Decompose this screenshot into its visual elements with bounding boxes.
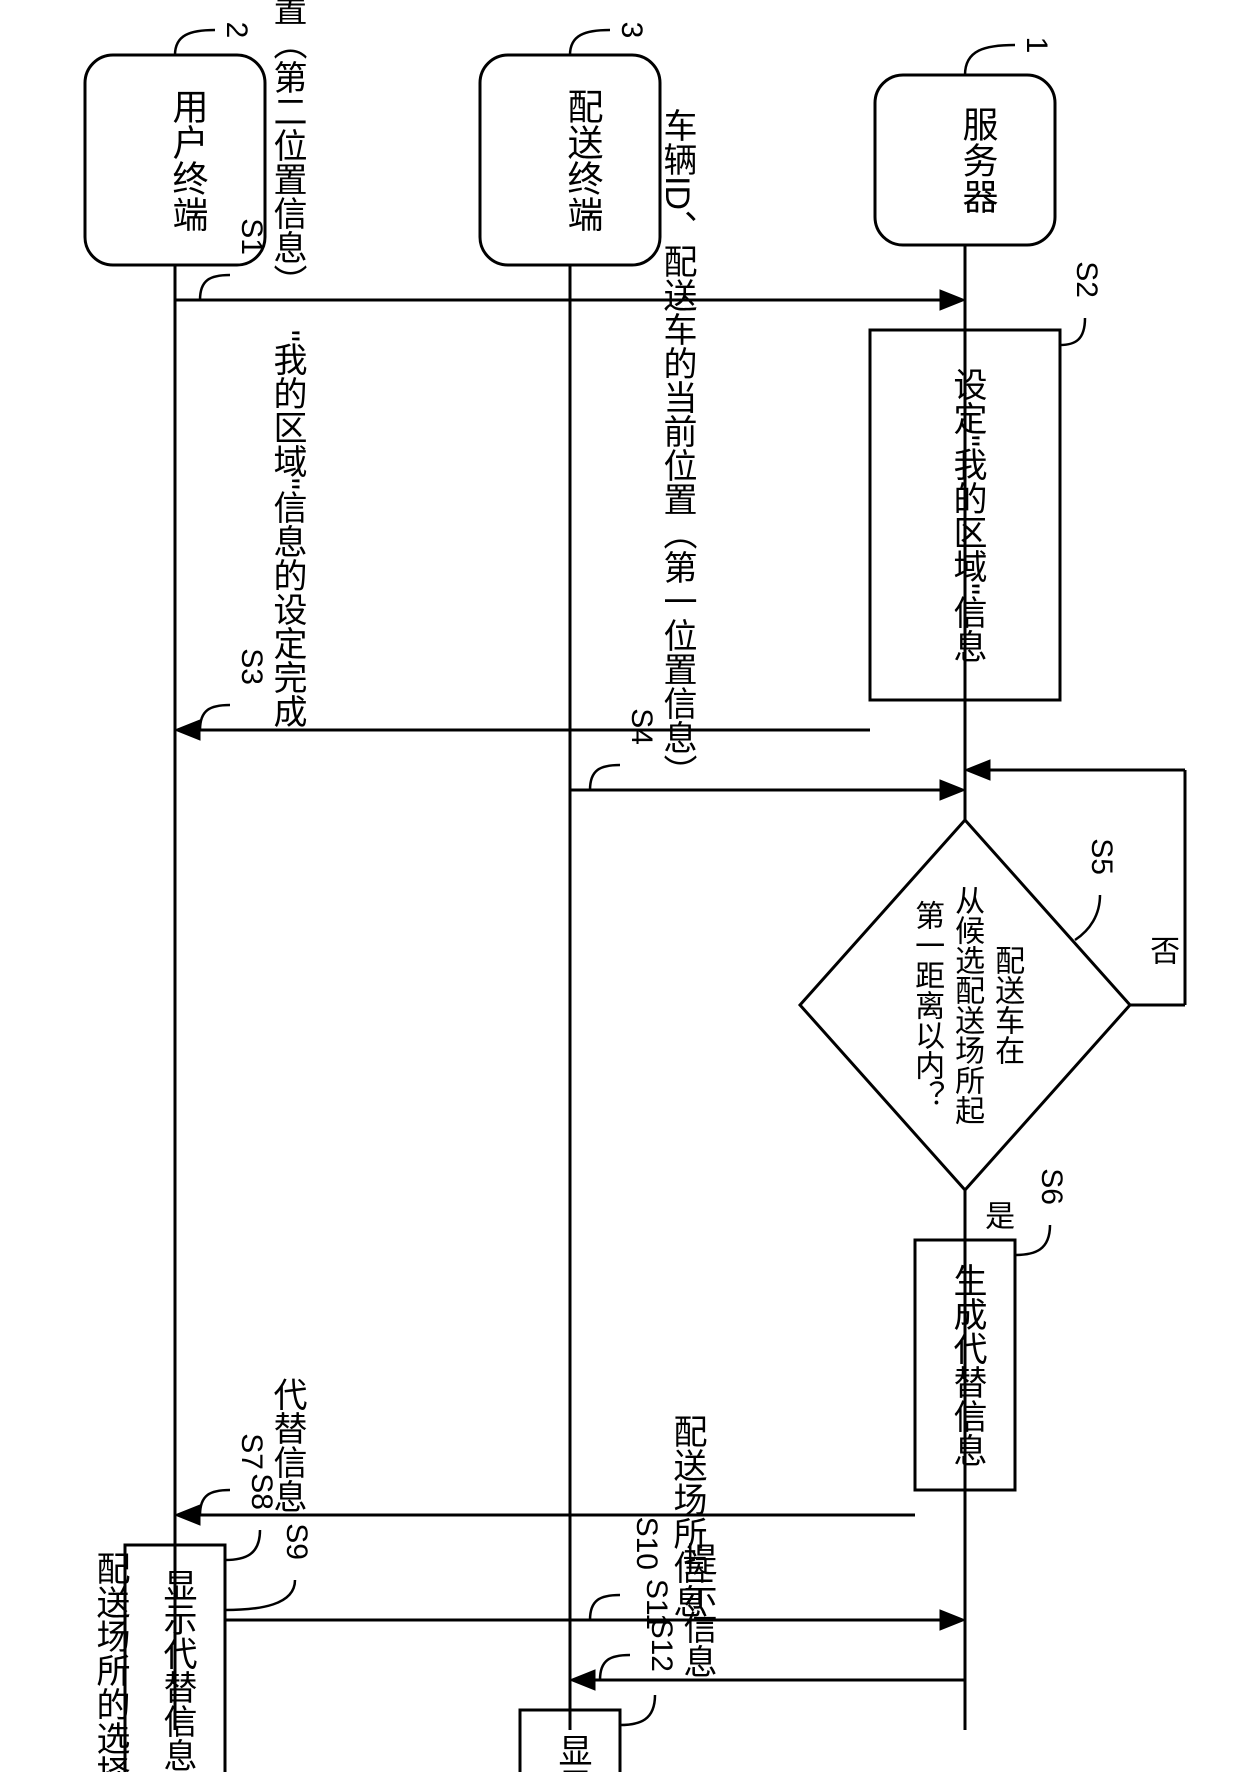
- svg-text:"我的区域"信息的设定完成: "我的区域"信息的设定完成: [268, 330, 306, 728]
- lane-delivery: 配送终端 3: [480, 22, 660, 265]
- lane-user-label: 用户终端: [167, 88, 208, 232]
- svg-text:S2: S2: [1070, 261, 1103, 298]
- lane-user-id: 2: [220, 22, 253, 39]
- lane-delivery-label: 配送终端: [562, 88, 603, 232]
- decision-s5: 配送车在 从候选配送场所起 第一距离以内？ 是 否 S5: [800, 760, 1185, 1230]
- svg-text:S12: S12: [645, 1619, 678, 1672]
- svg-text:S6: S6: [1035, 1168, 1068, 1205]
- svg-text:配送场所的选择: 配送场所的选择: [91, 1551, 130, 1772]
- svg-text:S1: S1: [235, 218, 268, 255]
- msg-s10: S10 配送场所信息: [225, 1414, 965, 1630]
- svg-text:用户ID、用户的当前位置（第二位置信息）: 用户ID、用户的当前位置（第二位置信息）: [268, 0, 307, 298]
- lane-server-label: 服务器: [957, 106, 998, 214]
- svg-text:S5: S5: [1085, 838, 1118, 875]
- svg-text:配送车在: 配送车在: [990, 945, 1025, 1065]
- proc-s2: 设定"我的区域"信息 S2: [870, 261, 1103, 700]
- step-s9: 配送场所的选择 S9: [91, 1523, 313, 1772]
- svg-text:S9: S9: [280, 1523, 313, 1560]
- svg-text:提示信息: 提示信息: [678, 1542, 717, 1678]
- lane-server-id: 1: [1020, 37, 1053, 54]
- svg-text:S10: S10: [630, 1517, 663, 1570]
- proc-s8: 显示代替信息 S8: [125, 1473, 278, 1772]
- proc-s12: 显示提示信息 S12: [520, 1619, 678, 1772]
- svg-text:从候选配送场所起: 从候选配送场所起: [950, 885, 985, 1125]
- svg-text:第一距离以内？: 第一距离以内？: [910, 900, 944, 1110]
- svg-text:车辆ID、配送车的当前位置（第一位置信息）: 车辆ID、配送车的当前位置（第一位置信息）: [658, 108, 697, 788]
- svg-text:生成代替信息: 生成代替信息: [948, 1263, 987, 1467]
- svg-text:S4: S4: [625, 708, 658, 745]
- lane-server: 服务器 1: [875, 37, 1055, 245]
- lane-delivery-id: 3: [615, 22, 648, 39]
- svg-text:显示代替信息: 显示代替信息: [158, 1568, 197, 1772]
- svg-text:S3: S3: [235, 648, 268, 685]
- svg-text:S8: S8: [245, 1473, 278, 1510]
- msg-s3: S3 "我的区域"信息的设定完成: [175, 330, 870, 740]
- sequence-diagram: 用户终端 2 配送终端 3 服务器 1 S1 用户ID、用户的当前位置（第二位置…: [0, 0, 1240, 1772]
- msg-s4: S4 车辆ID、配送车的当前位置（第一位置信息）: [570, 108, 965, 800]
- svg-text:S7: S7: [235, 1433, 268, 1470]
- svg-text:显示提示信息: 显示提示信息: [553, 1733, 592, 1772]
- svg-text:设定"我的区域"信息: 设定"我的区域"信息: [948, 367, 986, 663]
- svg-text:是: 是: [980, 1200, 1014, 1230]
- msg-s7: S7 代替信息: [175, 1377, 915, 1525]
- svg-text:否: 否: [1145, 935, 1179, 965]
